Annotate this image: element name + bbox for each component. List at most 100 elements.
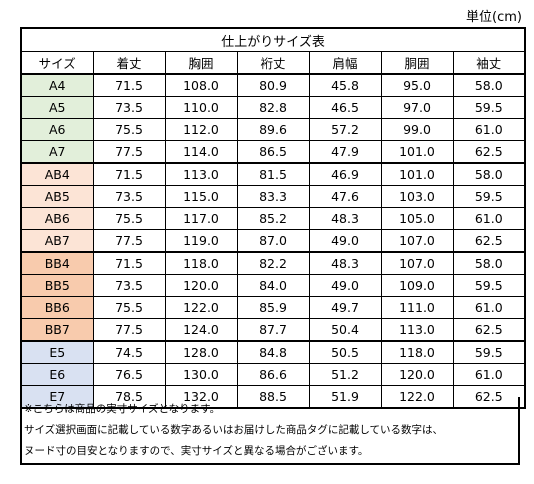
table-row: E5 74.5 128.0 84.8 50.5 118.0 59.5	[20, 340, 526, 364]
value-cell: 51.2	[308, 363, 382, 386]
value-cell: 46.9	[308, 162, 382, 186]
value-cell: 114.0	[164, 140, 238, 164]
size-cell: A5	[20, 96, 94, 119]
value-cell: 71.5	[92, 251, 166, 275]
value-cell: 82.2	[236, 251, 310, 275]
value-cell: 118.0	[164, 251, 238, 275]
value-cell: 78.5	[92, 385, 166, 409]
size-cell: BB6	[20, 296, 94, 319]
note-line: サイズ選択画面に記載している数字あるいはお届けした商品タグに記載している数字は、	[24, 424, 444, 436]
value-cell: 87.7	[236, 318, 310, 342]
value-cell: 51.9	[308, 385, 382, 409]
value-cell: 132.0	[164, 385, 238, 409]
table-row: A6 75.5 112.0 89.6 57.2 99.0 61.0	[20, 118, 526, 141]
size-cell: A6	[20, 118, 94, 141]
value-cell: 113.0	[164, 162, 238, 186]
value-cell: 88.5	[236, 385, 310, 409]
table-row: BB7 77.5 124.0 87.7 50.4 113.0 62.5	[20, 318, 526, 342]
size-cell: BB4	[20, 251, 94, 275]
value-cell: 48.3	[308, 251, 382, 275]
value-cell: 107.0	[380, 251, 454, 275]
value-cell: 117.0	[164, 207, 238, 230]
value-cell: 47.6	[308, 185, 382, 208]
value-cell: 82.8	[236, 96, 310, 119]
value-cell: 97.0	[380, 96, 454, 119]
value-cell: 61.0	[452, 296, 526, 319]
size-cell: BB7	[20, 318, 94, 342]
size-cell: BB5	[20, 274, 94, 297]
value-cell: 49.7	[308, 296, 382, 319]
value-cell: 59.5	[452, 96, 526, 119]
value-cell: 48.3	[308, 207, 382, 230]
table-row: A7 77.5 114.0 86.5 47.9 101.0 62.5	[20, 140, 526, 164]
table-row: E7 78.5 132.0 88.5 51.9 122.0 62.5	[20, 385, 526, 409]
value-cell: 80.9	[236, 73, 310, 97]
value-cell: 47.9	[308, 140, 382, 164]
size-cell: A4	[20, 73, 94, 97]
column-header: 胴囲	[380, 51, 454, 75]
value-cell: 118.0	[380, 340, 454, 364]
value-cell: 84.0	[236, 274, 310, 297]
table-row: E6 76.5 130.0 86.6 51.2 120.0 61.0	[20, 363, 526, 386]
value-cell: 83.3	[236, 185, 310, 208]
value-cell: 109.0	[380, 274, 454, 297]
value-cell: 62.5	[452, 318, 526, 342]
size-cell: E5	[20, 340, 94, 364]
table-row: AB7 77.5 119.0 87.0 49.0 107.0 62.5	[20, 229, 526, 253]
column-header: 肩幅	[308, 51, 382, 75]
unit-label: 単位(cm)	[466, 10, 522, 25]
value-cell: 89.6	[236, 118, 310, 141]
table-row: BB5 73.5 120.0 84.0 49.0 109.0 59.5	[20, 274, 526, 297]
value-cell: 120.0	[380, 363, 454, 386]
table-row: BB4 71.5 118.0 82.2 48.3 107.0 58.0	[20, 251, 526, 275]
value-cell: 59.5	[452, 340, 526, 364]
value-cell: 108.0	[164, 73, 238, 97]
value-cell: 77.5	[92, 229, 166, 253]
value-cell: 73.5	[92, 274, 166, 297]
value-cell: 84.8	[236, 340, 310, 364]
value-cell: 50.4	[308, 318, 382, 342]
value-cell: 77.5	[92, 140, 166, 164]
value-cell: 103.0	[380, 185, 454, 208]
value-cell: 101.0	[380, 162, 454, 186]
value-cell: 73.5	[92, 185, 166, 208]
value-cell: 49.0	[308, 274, 382, 297]
value-cell: 112.0	[164, 118, 238, 141]
value-cell: 130.0	[164, 363, 238, 386]
size-cell: AB4	[20, 162, 94, 186]
notes-box: ※こちらは商品の実寸サイズとなります。 サイズ選択画面に記載している数字あるいは…	[20, 397, 520, 465]
value-cell: 86.5	[236, 140, 310, 164]
value-cell: 75.5	[92, 207, 166, 230]
value-cell: 105.0	[380, 207, 454, 230]
value-cell: 74.5	[92, 340, 166, 364]
table-row: AB4 71.5 113.0 81.5 46.9 101.0 58.0	[20, 162, 526, 186]
value-cell: 75.5	[92, 296, 166, 319]
value-cell: 119.0	[164, 229, 238, 253]
table-row: A5 73.5 110.0 82.8 46.5 97.0 59.5	[20, 96, 526, 119]
value-cell: 61.0	[452, 207, 526, 230]
table-row: AB6 75.5 117.0 85.2 48.3 105.0 61.0	[20, 207, 526, 230]
value-cell: 95.0	[380, 73, 454, 97]
note-line: ヌード寸の目安となりますので、実寸サイズと異なる場合がございます。	[24, 445, 369, 457]
table-row: AB5 73.5 115.0 83.3 47.6 103.0 59.5	[20, 185, 526, 208]
value-cell: 81.5	[236, 162, 310, 186]
value-cell: 101.0	[380, 140, 454, 164]
value-cell: 61.0	[452, 118, 526, 141]
table-row: BB6 75.5 122.0 85.9 49.7 111.0 61.0	[20, 296, 526, 319]
column-header: 袖丈	[452, 51, 526, 75]
value-cell: 122.0	[164, 296, 238, 319]
value-cell: 128.0	[164, 340, 238, 364]
value-cell: 45.8	[308, 73, 382, 97]
column-header: 胸囲	[164, 51, 238, 75]
value-cell: 57.2	[308, 118, 382, 141]
value-cell: 115.0	[164, 185, 238, 208]
value-cell: 122.0	[380, 385, 454, 409]
value-cell: 58.0	[452, 162, 526, 186]
table-body: A4 71.5 108.0 80.9 45.8 95.0 58.0 A5 73.5 110.0 82…	[20, 73, 526, 409]
value-cell: 58.0	[452, 73, 526, 97]
column-header: サイズ	[20, 51, 94, 75]
value-cell: 110.0	[164, 96, 238, 119]
value-cell: 71.5	[92, 162, 166, 186]
value-cell: 62.5	[452, 385, 526, 409]
size-cell: E6	[20, 363, 94, 386]
